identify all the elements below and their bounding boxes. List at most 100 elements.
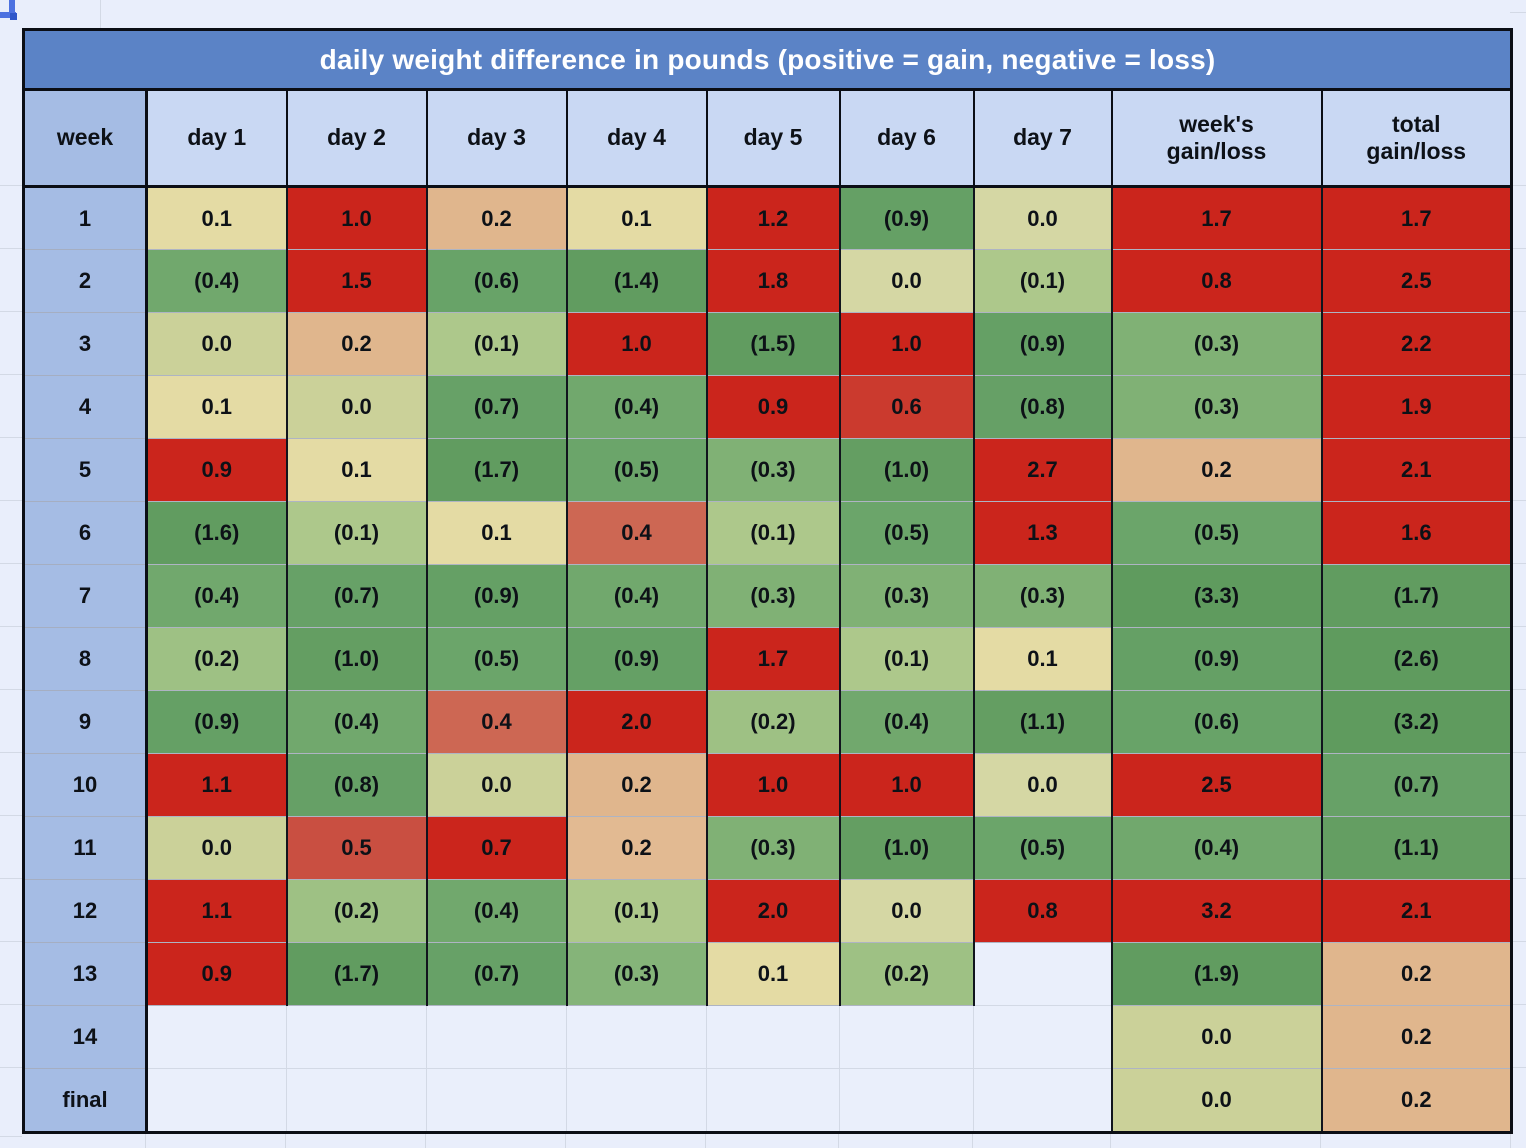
week-gainloss-cell[interactable]: 0.2: [1110, 438, 1323, 502]
day-cell[interactable]: (0.4): [286, 690, 428, 754]
day-cell[interactable]: 1.8: [706, 249, 841, 313]
day-cell[interactable]: (1.0): [839, 816, 975, 880]
week-label-cell[interactable]: final: [23, 1068, 148, 1133]
day-cell[interactable]: (0.5): [426, 627, 568, 691]
week-label-cell[interactable]: 9: [23, 690, 148, 754]
header-day-7[interactable]: day 7: [972, 88, 1113, 188]
day-cell[interactable]: 1.0: [566, 312, 708, 376]
day-cell[interactable]: [839, 1068, 974, 1133]
total-gainloss-cell[interactable]: 0.2: [1320, 942, 1513, 1006]
day-cell[interactable]: (0.3): [839, 564, 975, 628]
day-cell[interactable]: (0.1): [426, 312, 568, 376]
day-cell[interactable]: 0.0: [973, 753, 1113, 817]
day-cell[interactable]: 2.0: [566, 690, 708, 754]
day-cell[interactable]: (0.1): [839, 627, 975, 691]
total-gainloss-cell[interactable]: 2.1: [1320, 438, 1513, 502]
day-cell[interactable]: (1.0): [286, 627, 428, 691]
day-cell[interactable]: (1.5): [706, 312, 841, 376]
week-gainloss-cell[interactable]: 3.2: [1110, 879, 1323, 943]
day-cell[interactable]: [286, 1068, 427, 1133]
day-cell[interactable]: [839, 1005, 974, 1069]
day-cell[interactable]: 0.4: [426, 690, 568, 754]
day-cell[interactable]: (0.4): [426, 879, 568, 943]
day-cell[interactable]: [566, 1005, 707, 1069]
day-cell[interactable]: 0.2: [566, 753, 708, 817]
week-gainloss-cell[interactable]: 0.0: [1110, 1068, 1323, 1133]
day-cell[interactable]: 1.5: [286, 249, 428, 313]
day-cell[interactable]: (1.7): [426, 438, 568, 502]
day-cell[interactable]: 0.1: [706, 942, 841, 1006]
header-day-5[interactable]: day 5: [705, 88, 841, 188]
day-cell[interactable]: (0.3): [973, 564, 1113, 628]
week-label-cell[interactable]: 13: [23, 942, 148, 1006]
day-cell[interactable]: [973, 1005, 1112, 1069]
week-label-cell[interactable]: 12: [23, 879, 148, 943]
day-cell[interactable]: (0.3): [706, 438, 841, 502]
day-cell[interactable]: 0.9: [146, 438, 288, 502]
day-cell[interactable]: (0.8): [286, 753, 428, 817]
day-cell[interactable]: (0.7): [286, 564, 428, 628]
week-gainloss-cell[interactable]: (0.3): [1110, 375, 1323, 439]
week-label-cell[interactable]: 14: [23, 1005, 148, 1069]
header-day-3[interactable]: day 3: [425, 88, 568, 188]
header-day-6[interactable]: day 6: [838, 88, 975, 188]
day-cell[interactable]: 1.0: [839, 312, 975, 376]
total-gainloss-cell[interactable]: 2.2: [1320, 312, 1513, 376]
day-cell[interactable]: (0.5): [973, 816, 1113, 880]
day-cell[interactable]: (0.4): [566, 375, 708, 439]
day-cell[interactable]: (0.3): [706, 564, 841, 628]
day-cell[interactable]: (0.2): [706, 690, 841, 754]
total-gainloss-cell[interactable]: (1.1): [1320, 816, 1513, 880]
total-gainloss-cell[interactable]: 0.2: [1320, 1005, 1513, 1069]
day-cell[interactable]: [706, 1068, 840, 1133]
day-cell[interactable]: 0.0: [839, 879, 975, 943]
total-gainloss-cell[interactable]: 0.2: [1320, 1068, 1513, 1133]
week-gainloss-cell[interactable]: (0.9): [1110, 627, 1323, 691]
day-cell[interactable]: (0.7): [426, 942, 568, 1006]
day-cell[interactable]: 0.7: [426, 816, 568, 880]
week-label-cell[interactable]: 10: [23, 753, 148, 817]
week-gainloss-cell[interactable]: 0.8: [1110, 249, 1323, 313]
total-gainloss-cell[interactable]: 1.7: [1320, 186, 1513, 250]
day-cell[interactable]: (0.3): [566, 942, 708, 1006]
day-cell[interactable]: (0.9): [566, 627, 708, 691]
day-cell[interactable]: (1.4): [566, 249, 708, 313]
day-cell[interactable]: 0.4: [566, 501, 708, 565]
day-cell[interactable]: (1.6): [146, 501, 288, 565]
week-label-cell[interactable]: 5: [23, 438, 148, 502]
week-label-cell[interactable]: 7: [23, 564, 148, 628]
day-cell[interactable]: (0.4): [146, 564, 288, 628]
day-cell[interactable]: 1.0: [706, 753, 841, 817]
day-cell[interactable]: 0.2: [286, 312, 428, 376]
day-cell[interactable]: (0.5): [839, 501, 975, 565]
day-cell[interactable]: 0.1: [973, 627, 1113, 691]
day-cell[interactable]: 0.0: [973, 186, 1113, 250]
day-cell[interactable]: (1.7): [286, 942, 428, 1006]
day-cell[interactable]: (0.7): [426, 375, 568, 439]
day-cell[interactable]: 1.1: [146, 879, 288, 943]
day-cell[interactable]: (0.9): [839, 186, 975, 250]
day-cell[interactable]: 0.1: [286, 438, 428, 502]
header-day-4[interactable]: day 4: [565, 88, 708, 188]
day-cell[interactable]: (0.1): [706, 501, 841, 565]
week-gainloss-cell[interactable]: (0.3): [1110, 312, 1323, 376]
day-cell[interactable]: (0.8): [973, 375, 1113, 439]
day-cell[interactable]: (0.3): [706, 816, 841, 880]
week-label-cell[interactable]: 2: [23, 249, 148, 313]
day-cell[interactable]: 0.0: [426, 753, 568, 817]
day-cell[interactable]: [566, 1068, 707, 1133]
week-gainloss-cell[interactable]: 0.0: [1110, 1005, 1323, 1069]
day-cell[interactable]: 0.6: [839, 375, 975, 439]
week-gainloss-cell[interactable]: 2.5: [1110, 753, 1323, 817]
day-cell[interactable]: (0.9): [973, 312, 1113, 376]
day-cell[interactable]: 0.0: [146, 312, 288, 376]
day-cell[interactable]: (0.4): [839, 690, 975, 754]
day-cell[interactable]: 0.8: [973, 879, 1113, 943]
day-cell[interactable]: 0.1: [146, 375, 288, 439]
total-gainloss-cell[interactable]: (2.6): [1320, 627, 1513, 691]
day-cell[interactable]: (0.4): [566, 564, 708, 628]
day-cell[interactable]: 0.9: [706, 375, 841, 439]
day-cell[interactable]: 1.0: [286, 186, 428, 250]
week-label-cell[interactable]: 3: [23, 312, 148, 376]
total-gainloss-cell[interactable]: (0.7): [1320, 753, 1513, 817]
